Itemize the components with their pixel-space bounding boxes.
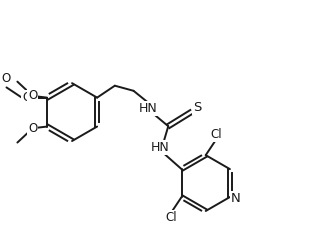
Text: Cl: Cl — [166, 211, 177, 224]
Text: S: S — [193, 101, 202, 114]
Text: HN: HN — [150, 141, 169, 154]
Text: O: O — [22, 91, 31, 104]
Text: HN: HN — [138, 102, 157, 115]
Text: Cl: Cl — [211, 128, 223, 141]
Text: O: O — [1, 72, 10, 85]
Text: N: N — [231, 192, 241, 205]
Text: O: O — [28, 90, 37, 102]
Text: O: O — [28, 122, 37, 135]
